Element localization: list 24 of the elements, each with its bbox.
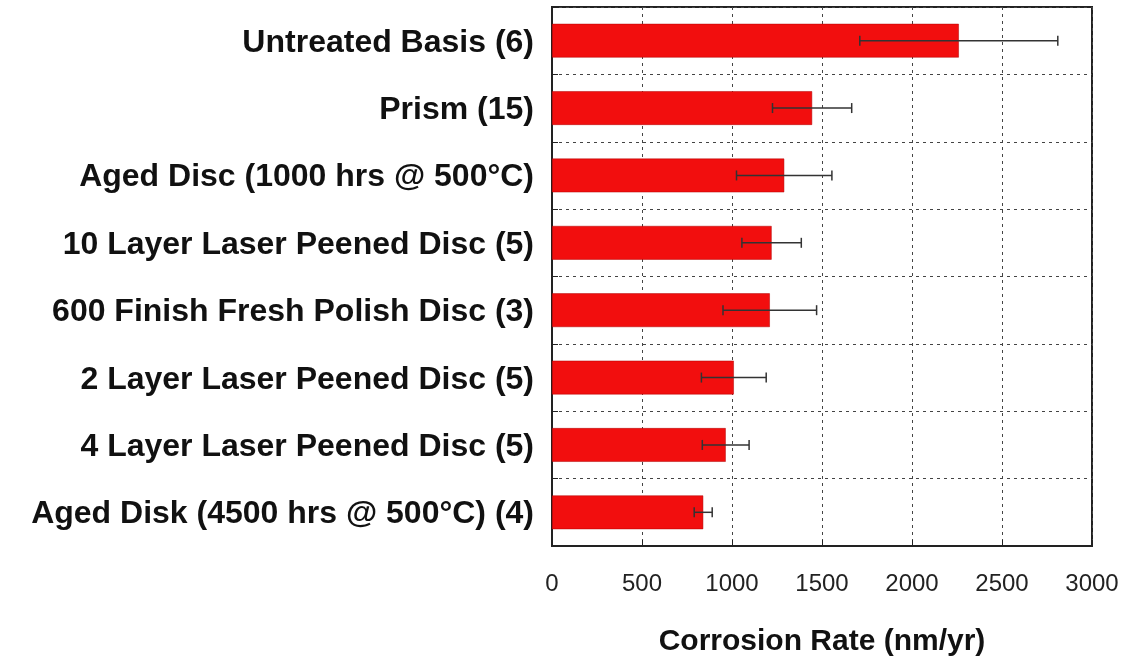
y-tick-label: 600 Finish Fresh Polish Disc (3) xyxy=(52,292,534,329)
y-tick-label: 2 Layer Laser Peened Disc (5) xyxy=(80,359,534,396)
x-tick-label: 500 xyxy=(621,568,663,596)
x-axis-title: Corrosion Rate (nm/yr) xyxy=(658,622,986,656)
bar xyxy=(552,293,770,328)
bar xyxy=(552,23,959,58)
bar xyxy=(552,428,726,462)
y-tick-label: Prism (15) xyxy=(379,90,534,127)
y-tick-label: Untreated Basis (6) xyxy=(242,22,534,59)
y-tick-label: 4 Layer Laser Peened Disc (5) xyxy=(80,426,534,463)
bar xyxy=(552,360,734,395)
bar xyxy=(552,91,813,125)
y-tick-label: Aged Disk (4500 hrs @ 500°C) (4) xyxy=(31,494,534,531)
x-tick-label: 2000 xyxy=(885,568,939,596)
bar xyxy=(552,158,785,193)
x-tick-label: 2500 xyxy=(975,568,1029,596)
y-tick-label: 10 Layer Laser Peened Disc (5) xyxy=(62,224,534,261)
x-tick-label: 0 xyxy=(545,568,559,596)
x-tick-label: 1500 xyxy=(795,568,849,596)
x-tick-label: 1000 xyxy=(705,568,759,596)
bar xyxy=(552,495,704,530)
bar xyxy=(552,225,772,260)
x-tick-label: 3000 xyxy=(1065,568,1119,596)
y-tick-label: Aged Disc (1000 hrs @ 500°C) xyxy=(79,157,534,194)
